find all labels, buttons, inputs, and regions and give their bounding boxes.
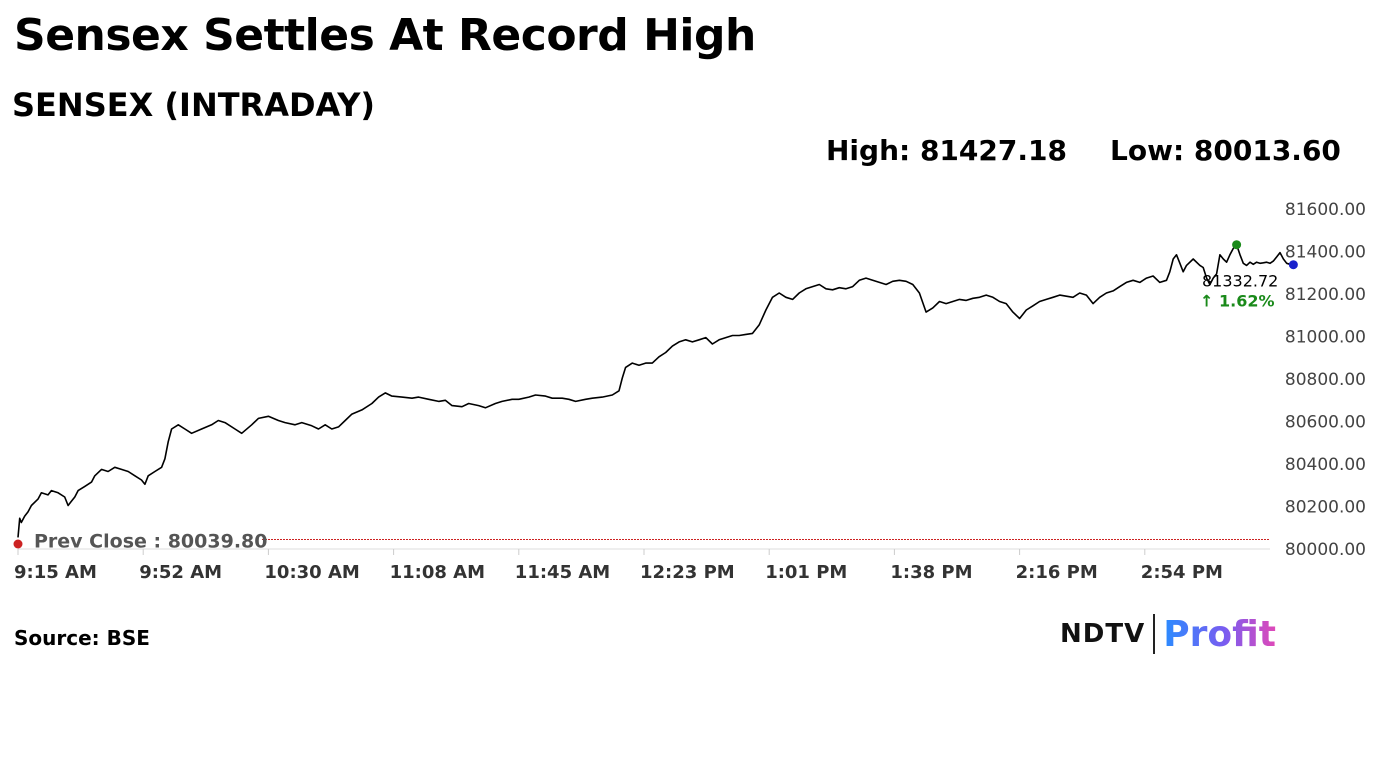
change-label: ↑ 1.62% xyxy=(1200,292,1274,311)
y-tick-label: 80400.00 xyxy=(1285,455,1366,475)
low-stat: Low: 80013.60 xyxy=(1110,134,1341,167)
y-tick-label: 81200.00 xyxy=(1285,285,1366,305)
headline: Sensex Settles At Record High xyxy=(14,10,756,61)
x-tick-label: 10:30 AM xyxy=(264,562,359,583)
x-tick-label: 2:16 PM xyxy=(1016,562,1098,583)
y-tick-label: 80200.00 xyxy=(1285,498,1366,518)
x-tick-label: 1:38 PM xyxy=(890,562,972,583)
intraday-chart: 9:15 AM 9:52 AM 10:30 AM 11:08 AM 11:45 AM 12… xyxy=(13,200,1366,583)
series-line xyxy=(17,244,1294,538)
logo-separator xyxy=(1153,614,1156,654)
last-marker xyxy=(1288,260,1298,270)
y-tick-label: 81400.00 xyxy=(1285,243,1366,263)
y-tick-label: 81600.00 xyxy=(1285,200,1366,220)
ndtv-profit-logo: NDTV Profit xyxy=(1060,612,1276,656)
high-stat: High: 81427.18 xyxy=(826,134,1067,167)
x-tick-label: 11:45 AM xyxy=(515,562,610,583)
logo-profit: Profit xyxy=(1163,613,1276,655)
y-tick-label: 80000.00 xyxy=(1285,540,1366,560)
x-tick-label: 9:52 AM xyxy=(139,562,222,583)
chart-subheadline: SENSEX (INTRADAY) xyxy=(12,86,376,124)
x-tick-label: 1:01 PM xyxy=(765,562,847,583)
high-marker xyxy=(1232,240,1242,250)
x-tick-label: 12:23 PM xyxy=(640,562,735,583)
x-tick-label: 9:15 AM xyxy=(14,562,97,583)
prev-close-label: Prev Close : 80039.80 xyxy=(34,531,267,553)
y-tick-label: 81000.00 xyxy=(1285,328,1366,348)
logo-ndtv: NDTV xyxy=(1060,619,1146,649)
last-value-label: 81332.72 xyxy=(1202,272,1278,291)
source-note: Source: BSE xyxy=(14,626,150,650)
y-tick-label: 80800.00 xyxy=(1285,370,1366,390)
x-tick-label: 11:08 AM xyxy=(390,562,485,583)
y-tick-label: 80600.00 xyxy=(1285,413,1366,433)
start-marker xyxy=(13,539,23,549)
x-tick-label: 2:54 PM xyxy=(1141,562,1223,583)
